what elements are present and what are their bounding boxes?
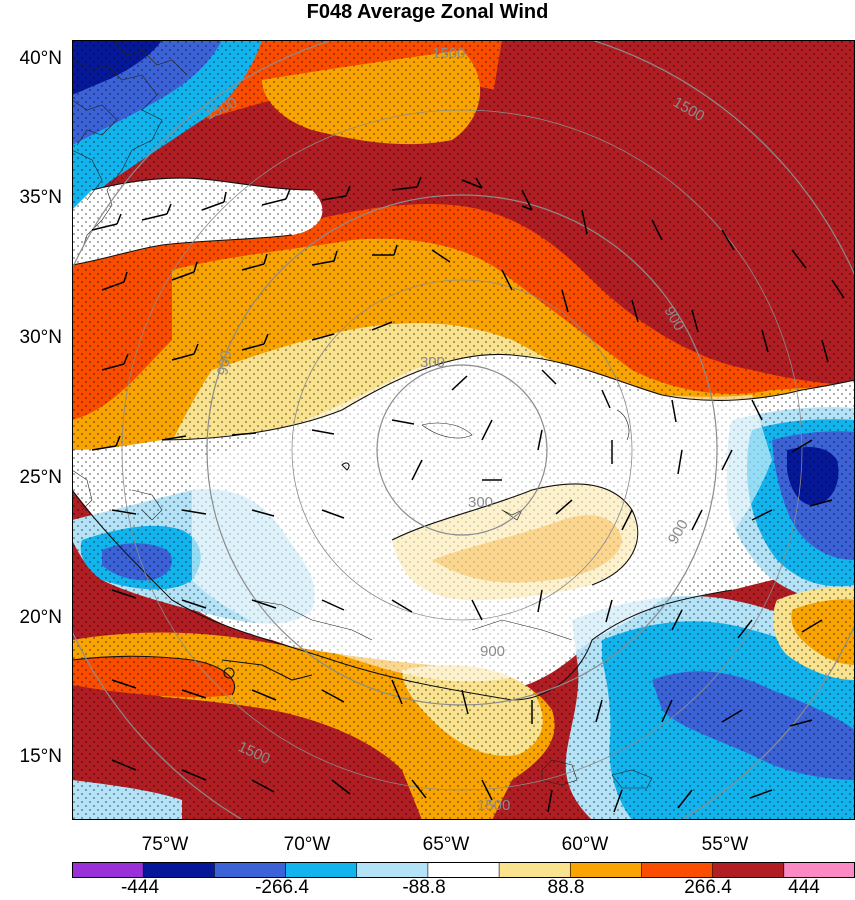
colorbar-cell xyxy=(498,862,572,878)
lon-label-55w: 55°W xyxy=(701,834,749,855)
colorbar xyxy=(72,862,855,878)
contour-label-1500-s: 1500 xyxy=(477,797,510,814)
contour-label-900-south: 900 xyxy=(480,643,505,660)
colorbar-cell xyxy=(214,862,287,878)
colorbar-cell xyxy=(712,862,785,878)
lon-label-70w: 70°W xyxy=(283,834,331,855)
lon-label-75w: 75°W xyxy=(141,834,189,855)
map-title: F048 Average Zonal Wind xyxy=(306,1,549,23)
colorbar-tick--266: -266.4 xyxy=(255,877,309,898)
lon-label-60w: 60°W xyxy=(561,834,609,855)
wind-barbs xyxy=(91,176,845,813)
colorbar-tick--88: -88.8 xyxy=(402,877,446,898)
colorbar-tick-88: 88.8 xyxy=(547,877,585,898)
distance-rings xyxy=(72,40,855,820)
colorbar-cell xyxy=(641,862,714,878)
colorbar-cell xyxy=(427,862,500,878)
contour-label-900-west: 900 xyxy=(214,349,235,377)
colorbar-tick--444: -444 xyxy=(120,877,160,898)
colorbar-tick-266: 266.4 xyxy=(684,877,732,898)
lat-label-15n: 15°N xyxy=(19,746,62,767)
lon-label-65w: 65°W xyxy=(422,834,470,855)
lat-label-20n: 20°N xyxy=(19,607,62,628)
map-canvas: 300 300 900 900 900 900 1500 1500 1500 1… xyxy=(72,40,855,820)
colorbar-cell xyxy=(356,862,429,878)
colorbar-tick-444: 444 xyxy=(788,877,820,898)
contour-label-1500-n: 1500 xyxy=(432,45,465,62)
zero-contours xyxy=(72,177,855,701)
colorbar-cell xyxy=(783,862,855,878)
lat-label-40n: 40°N xyxy=(19,48,62,69)
colorbar-cell xyxy=(142,862,216,878)
colorbar-cell xyxy=(285,862,358,878)
lat-label-25n: 25°N xyxy=(19,467,62,488)
colorbar-cell xyxy=(569,862,643,878)
lat-label-30n: 30°N xyxy=(19,327,62,348)
map-plot-area: 300 300 900 900 900 900 1500 1500 1500 1… xyxy=(72,40,855,820)
lat-label-35n: 35°N xyxy=(19,187,62,208)
contour-label-300-south: 300 xyxy=(468,494,493,511)
colorbar-cell xyxy=(72,862,144,878)
coastlines xyxy=(72,40,653,789)
contour-label-300-north: 300 xyxy=(420,354,445,371)
